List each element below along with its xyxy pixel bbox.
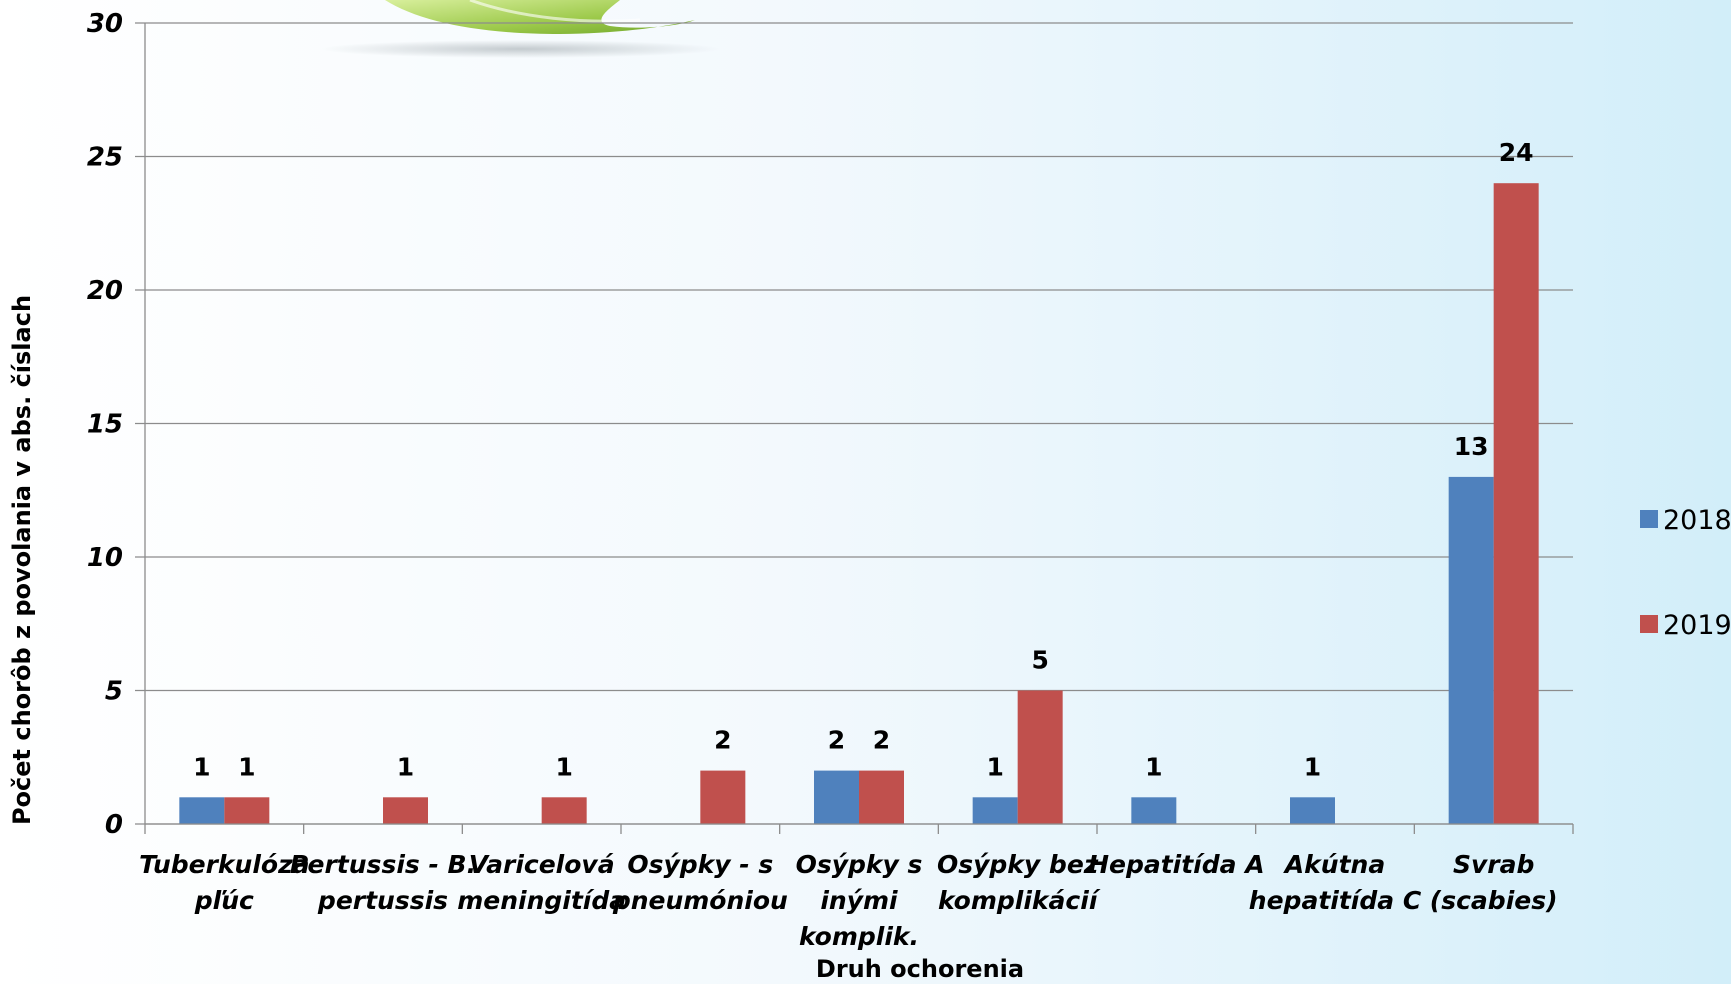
bar-2019-1 xyxy=(383,797,428,824)
bar-2019-3 xyxy=(700,770,746,824)
category-label-line: komplik. xyxy=(799,922,919,951)
y-tick-label: 25 xyxy=(87,143,123,173)
category-label-line: inými xyxy=(820,886,898,915)
category-label-line: pľúc xyxy=(194,886,254,915)
y-tick-label: 10 xyxy=(87,543,123,573)
category-label-line: pneumóniou xyxy=(612,886,788,915)
category-label-line: Varicelová xyxy=(469,850,615,879)
data-label: 1 xyxy=(193,752,210,781)
data-label: 2 xyxy=(714,726,731,755)
bar-2018-7 xyxy=(1290,797,1335,824)
legend-swatch-2019 xyxy=(1640,615,1658,633)
y-axis-ticks: 0 5 10 15 20 25 30 xyxy=(87,9,146,840)
category-label-line: komplikácií xyxy=(938,886,1101,915)
bar-2019-0 xyxy=(224,797,270,824)
category-label: Tuberkulóza pľúc xyxy=(139,850,309,915)
data-label: 1 xyxy=(986,752,1003,781)
data-label: 1 xyxy=(1145,752,1162,781)
data-label: 5 xyxy=(1031,646,1048,675)
bar-2019-4 xyxy=(859,770,904,824)
data-label: 13 xyxy=(1454,432,1489,461)
category-label-line: Akútna xyxy=(1283,850,1385,879)
category-label-line: Pertussis - B. xyxy=(290,850,476,879)
data-label: 1 xyxy=(238,752,255,781)
category-label-line: Osýpky - s xyxy=(627,850,773,879)
x-axis-title: Druh ochorenia xyxy=(816,955,1024,983)
bar-2019-5 xyxy=(1017,690,1063,824)
y-tick-label: 30 xyxy=(87,9,123,39)
data-label: 24 xyxy=(1499,138,1534,167)
bar-2018-6 xyxy=(1131,797,1177,824)
category-label-line: pertussis xyxy=(317,886,448,915)
data-label: 2 xyxy=(873,726,890,755)
category-label-line: Osýpky s xyxy=(796,850,923,879)
category-label-line: meningitída xyxy=(457,886,626,915)
plot-area xyxy=(179,183,1539,824)
data-label: 1 xyxy=(555,752,572,781)
category-label-line: Osýpky bez xyxy=(937,850,1099,879)
y-tick-label: 0 xyxy=(105,810,123,840)
category-label: Svrab (scabies) xyxy=(1430,850,1558,915)
category-label: Osýpky - s pneumóniou xyxy=(612,850,788,915)
category-label-line: (scabies) xyxy=(1430,886,1558,915)
x-axis: Tuberkulóza pľúc Pertussis - B. pertussis Va… xyxy=(139,823,1574,951)
category-label: Varicelová meningitída xyxy=(457,850,626,915)
category-label-line: Tuberkulóza xyxy=(139,850,309,879)
bar-2019-2 xyxy=(541,797,587,824)
y-tick-label: 20 xyxy=(87,276,123,306)
y-tick-label: 5 xyxy=(105,677,123,707)
bar-2018-0 xyxy=(179,797,225,824)
category-label: Osýpky s inými komplik. xyxy=(796,850,923,951)
category-label: Pertussis - B. pertussis xyxy=(290,850,476,915)
bar-2018-8 xyxy=(1448,476,1494,824)
bar-2019-8 xyxy=(1493,183,1539,824)
category-label-line: Hepatitída A xyxy=(1088,850,1265,879)
category-label-line: hepatitída C xyxy=(1249,886,1422,915)
legend-label-2019: 2019 xyxy=(1663,610,1731,641)
y-axis-title: Počet chorôb z povolania v abs. číslach xyxy=(8,295,36,825)
category-label: Osýpky bez komplikácií xyxy=(937,850,1101,915)
data-label: 1 xyxy=(1304,752,1321,781)
legend-swatch-2018 xyxy=(1640,510,1658,528)
category-label: Hepatitída A xyxy=(1088,850,1265,879)
bar-2018-4 xyxy=(814,770,859,824)
data-label: 1 xyxy=(397,752,414,781)
data-label: 2 xyxy=(828,726,845,755)
category-label-line: Svrab xyxy=(1453,850,1534,879)
gridlines xyxy=(135,22,1573,825)
category-label: Akútna hepatitída C xyxy=(1249,850,1422,915)
leaf-decoration-icon xyxy=(320,0,720,58)
bar-2018-5 xyxy=(972,797,1018,824)
y-tick-label: 15 xyxy=(87,410,123,440)
legend-label-2018: 2018 xyxy=(1663,505,1731,536)
legend: 2018 2019 xyxy=(1640,505,1731,641)
